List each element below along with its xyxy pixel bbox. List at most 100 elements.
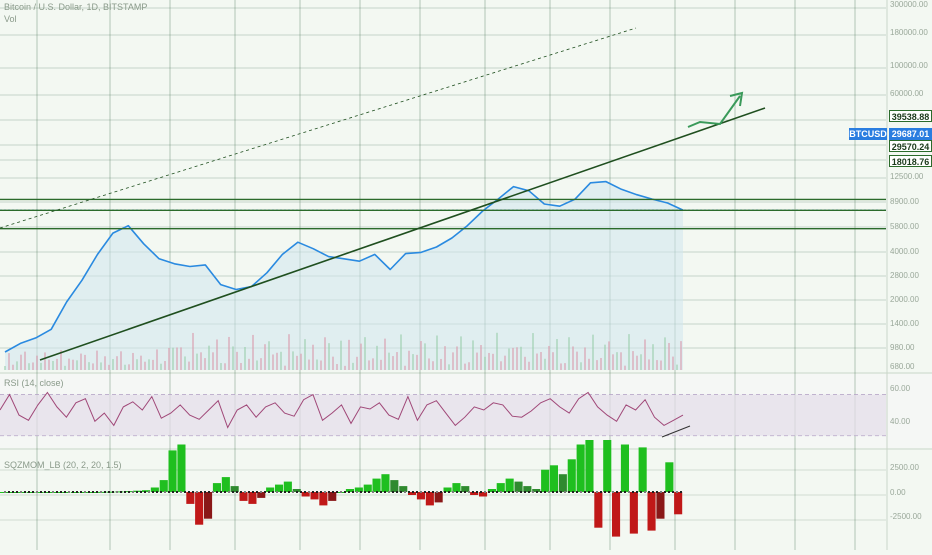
squeeze-dot: [616, 491, 618, 493]
volume-bar: [156, 349, 158, 370]
momentum-bar: [35, 492, 44, 493]
volume-bar: [596, 360, 598, 370]
volume-bar: [260, 358, 262, 370]
price-axis-label: 5800.00: [890, 222, 919, 231]
momentum-bar: [656, 492, 665, 519]
price-level-tag: 29570.24: [889, 140, 932, 152]
momentum-bar: [549, 465, 558, 492]
momentum-bar: [443, 487, 452, 492]
momentum-bar: [159, 480, 168, 492]
squeeze-dot: [108, 491, 110, 493]
momentum-bar: [585, 440, 594, 492]
momentum-bar: [674, 492, 683, 515]
squeeze-dot: [332, 491, 334, 493]
volume-bar: [244, 346, 246, 370]
squeeze-dot: [544, 491, 546, 493]
price-axis-label: 100000.00: [890, 61, 928, 70]
volume-bar: [480, 345, 482, 370]
momentum-bar: [239, 492, 248, 501]
squeeze-dot: [188, 491, 190, 493]
squeeze-dot: [64, 491, 66, 493]
volume-bar: [360, 343, 362, 370]
momentum-bar: [168, 450, 177, 492]
price-axis-label: 2800.00: [890, 271, 919, 280]
volume-bar: [368, 360, 370, 370]
volume-bar: [212, 352, 214, 370]
volume-bar: [664, 337, 666, 370]
volume-bar: [344, 365, 346, 370]
squeeze-dot: [260, 491, 262, 493]
squeeze-dot: [12, 491, 14, 493]
volume-bar: [180, 347, 182, 370]
squeeze-dot: [180, 491, 182, 493]
squeeze-dot: [156, 491, 158, 493]
squeeze-dot: [364, 491, 366, 493]
volume-bar: [604, 344, 606, 370]
momentum-bar: [150, 487, 159, 492]
price-axis-label: 300000.00: [890, 0, 928, 9]
momentum-bar: [310, 492, 319, 500]
squeeze-dot: [452, 491, 454, 493]
squeeze-dot: [268, 491, 270, 493]
volume-bar: [12, 364, 14, 370]
squeeze-dot: [340, 491, 342, 493]
momentum-bar: [532, 489, 541, 492]
squeeze-dot: [140, 491, 142, 493]
momentum-bar: [230, 486, 239, 492]
squeeze-dot: [632, 491, 634, 493]
squeeze-dot: [44, 491, 46, 493]
volume-bar: [308, 359, 310, 370]
squeeze-dot: [36, 491, 38, 493]
volume-bar: [144, 361, 146, 370]
squeeze-dot: [204, 491, 206, 493]
rsi-axis-label: 60.00: [890, 384, 911, 393]
momentum-bar: [301, 492, 310, 497]
volume-bar: [196, 353, 198, 370]
momentum-bar: [106, 491, 115, 493]
squeeze-dot: [560, 491, 562, 493]
volume-bar: [528, 361, 530, 370]
squeeze-dot: [256, 491, 258, 493]
squeeze-dot: [100, 491, 102, 493]
volume-bar: [320, 360, 322, 370]
squeeze-dot: [524, 491, 526, 493]
volume-bar: [560, 363, 562, 370]
volume-bar: [328, 343, 330, 370]
squeeze-dot: [408, 491, 410, 493]
momentum-bar: [408, 492, 417, 495]
momentum-bar: [505, 478, 514, 492]
squeeze-dot: [4, 491, 6, 493]
volume-bar: [100, 362, 102, 370]
volume-bar: [472, 340, 474, 370]
volume-bar: [488, 352, 490, 370]
momentum-bar: [186, 492, 195, 504]
volume-bar: [208, 345, 210, 370]
volume-bar: [68, 358, 70, 370]
volume-bar: [88, 362, 90, 370]
squeeze-dot: [664, 491, 666, 493]
volume-bar: [92, 363, 94, 370]
squeeze-dot: [504, 491, 506, 493]
price-axis-label: 1400.00: [890, 319, 919, 328]
volume-bar: [192, 332, 194, 370]
squeeze-dot: [456, 491, 458, 493]
volume-bar: [536, 353, 538, 370]
squeeze-dot: [512, 491, 514, 493]
momentum-bar: [665, 462, 674, 492]
squeeze-dot: [500, 491, 502, 493]
squeeze-dot: [460, 491, 462, 493]
momentum-bar: [612, 492, 621, 537]
volume-bar: [656, 360, 658, 370]
volume-bar: [316, 359, 318, 370]
squeeze-dot: [412, 491, 414, 493]
volume-bar: [176, 347, 178, 370]
volume-bar: [424, 343, 426, 370]
volume-bar: [352, 362, 354, 370]
volume-bar: [672, 356, 674, 370]
squeeze-dot: [96, 491, 98, 493]
squeeze-dot: [112, 491, 114, 493]
volume-bar: [132, 352, 134, 370]
volume-bar: [8, 353, 10, 370]
volume-bar: [80, 353, 82, 370]
squeeze-dot: [8, 491, 10, 493]
